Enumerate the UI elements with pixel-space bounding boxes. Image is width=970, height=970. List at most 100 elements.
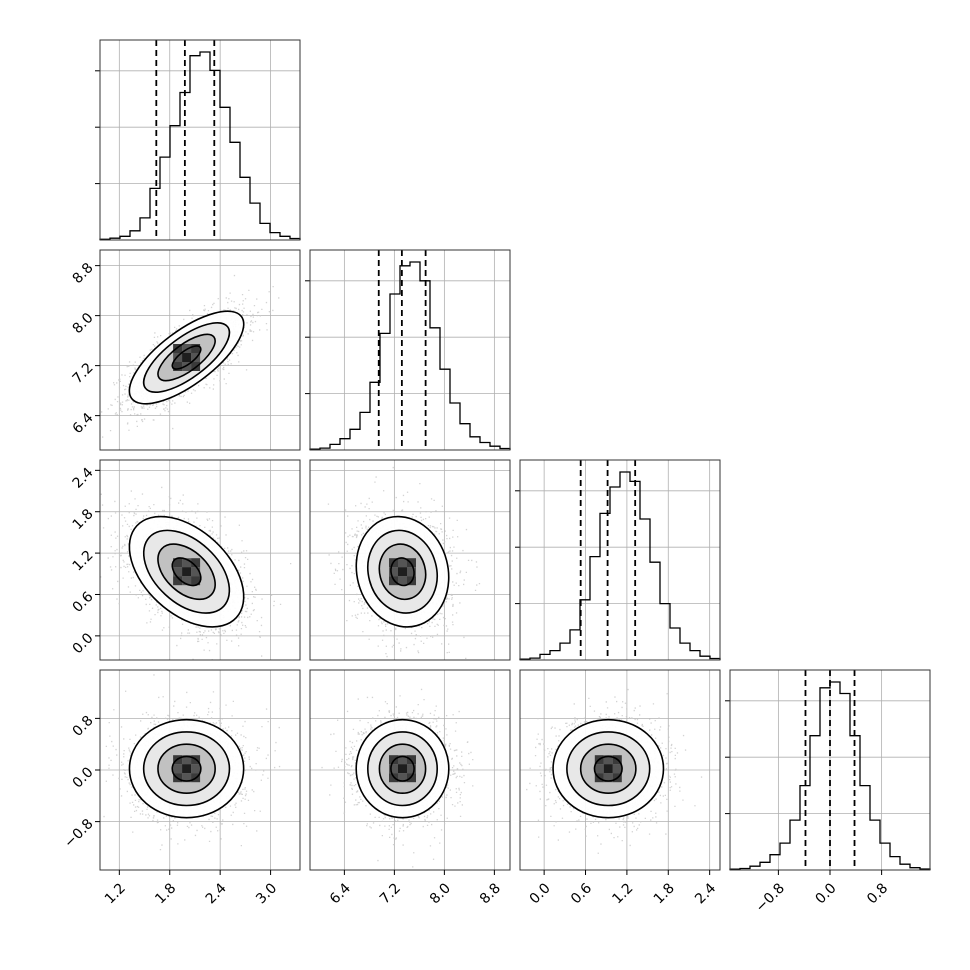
density-cell <box>182 353 192 362</box>
density-cell <box>173 344 183 353</box>
panel-content <box>100 250 300 450</box>
contour-line <box>157 333 216 382</box>
density-cell <box>191 558 201 568</box>
panel-frame <box>99 39 301 241</box>
panel-frame <box>309 669 511 871</box>
density-cell <box>173 362 183 371</box>
x-tick-label: 1.8 <box>651 880 678 907</box>
density-cell <box>182 755 192 765</box>
panel-frame <box>309 459 511 661</box>
contour-line <box>157 743 216 795</box>
panel-content <box>520 670 720 870</box>
density-cell <box>182 576 192 586</box>
contour-line <box>142 731 231 807</box>
contour-line <box>171 755 202 782</box>
y-tick-label: 8.8 <box>70 260 97 287</box>
contour-line <box>128 718 245 819</box>
x-tick-label: −0.8 <box>753 880 788 915</box>
histogram-step-line <box>519 471 721 660</box>
density-cell <box>191 567 201 577</box>
x-tick-label: 7.2 <box>377 880 404 907</box>
contour-line <box>378 543 427 601</box>
contour-line <box>366 731 438 807</box>
density-cell <box>182 362 192 371</box>
y-tick-label: −0.8 <box>61 816 96 851</box>
y-tick-label: 0.6 <box>70 589 97 616</box>
density-cell <box>603 755 613 765</box>
panel-content <box>310 670 510 870</box>
x-tick-label: 1.2 <box>102 880 129 907</box>
histogram-panel-2 <box>515 460 721 660</box>
contour-line <box>355 515 450 628</box>
density-cell <box>612 764 622 774</box>
histogram-panel-0 <box>95 40 301 240</box>
contour-line <box>128 310 245 405</box>
histogram-step-line <box>99 51 301 240</box>
contour-line <box>593 755 623 782</box>
x-tick-label: 0.0 <box>527 880 554 907</box>
density-cell <box>173 567 183 577</box>
density-cell <box>191 576 201 586</box>
x-tick-label: 0.6 <box>568 880 595 907</box>
contour-line <box>355 718 450 819</box>
density-cell <box>398 567 407 577</box>
panel-frame <box>519 459 721 661</box>
y-tick-label: 7.2 <box>70 360 97 387</box>
scatter-panel-0-3 <box>100 670 300 870</box>
density-cell <box>389 567 398 577</box>
y-tick-label: 8.0 <box>70 310 97 337</box>
density-cell <box>182 764 192 774</box>
scatter-panel-0-1 <box>100 250 300 450</box>
density-cell <box>407 567 416 577</box>
density-cell <box>389 764 398 774</box>
contour-line <box>171 557 202 587</box>
density-cell <box>182 558 192 568</box>
y-tick-label: 0.0 <box>70 764 97 791</box>
contour-line <box>367 529 438 614</box>
density-cell <box>173 576 183 586</box>
contour-line <box>390 557 415 587</box>
histogram-panel-3 <box>725 670 931 870</box>
contour-line <box>390 755 415 782</box>
y-tick-label: 0.8 <box>70 713 97 740</box>
density-cell <box>173 764 183 774</box>
contour-line <box>378 743 427 795</box>
histogram-step-line <box>309 261 511 450</box>
density-cell <box>603 764 613 774</box>
density-cell <box>191 764 201 774</box>
panel-frame <box>99 459 301 661</box>
y-tick-label: 1.2 <box>70 547 97 574</box>
panel-frame <box>519 669 721 871</box>
contour-line <box>142 322 231 393</box>
density-cell <box>398 558 407 568</box>
scatter-panel-1-2 <box>310 460 510 660</box>
density-cell <box>182 344 192 353</box>
panel-frame <box>99 249 301 451</box>
x-tick-label: 3.0 <box>253 880 280 907</box>
y-tick-label: 0.0 <box>70 630 97 657</box>
contour-line <box>579 743 637 795</box>
density-cell <box>182 567 192 577</box>
contour-line <box>157 543 216 601</box>
density-cell <box>407 764 416 774</box>
panel-frame <box>309 249 511 451</box>
y-tick-label: 2.4 <box>70 465 97 492</box>
x-tick-label: 0.0 <box>813 880 840 907</box>
x-tick-label: 2.4 <box>692 880 719 907</box>
panel-content <box>100 670 300 870</box>
contour-line <box>142 529 231 614</box>
contour-line <box>128 515 245 628</box>
panel-content <box>310 460 510 660</box>
density-cell <box>398 773 407 783</box>
density-cell <box>191 344 201 353</box>
density-cell <box>182 773 192 783</box>
scatter-panel-0-2 <box>100 460 300 660</box>
y-tick-label: 6.4 <box>70 410 97 437</box>
x-tick-label: 8.0 <box>427 880 454 907</box>
contour-line <box>552 718 665 819</box>
density-cell <box>173 558 183 568</box>
x-tick-label: 1.8 <box>152 880 179 907</box>
x-tick-label: 6.4 <box>327 880 354 907</box>
